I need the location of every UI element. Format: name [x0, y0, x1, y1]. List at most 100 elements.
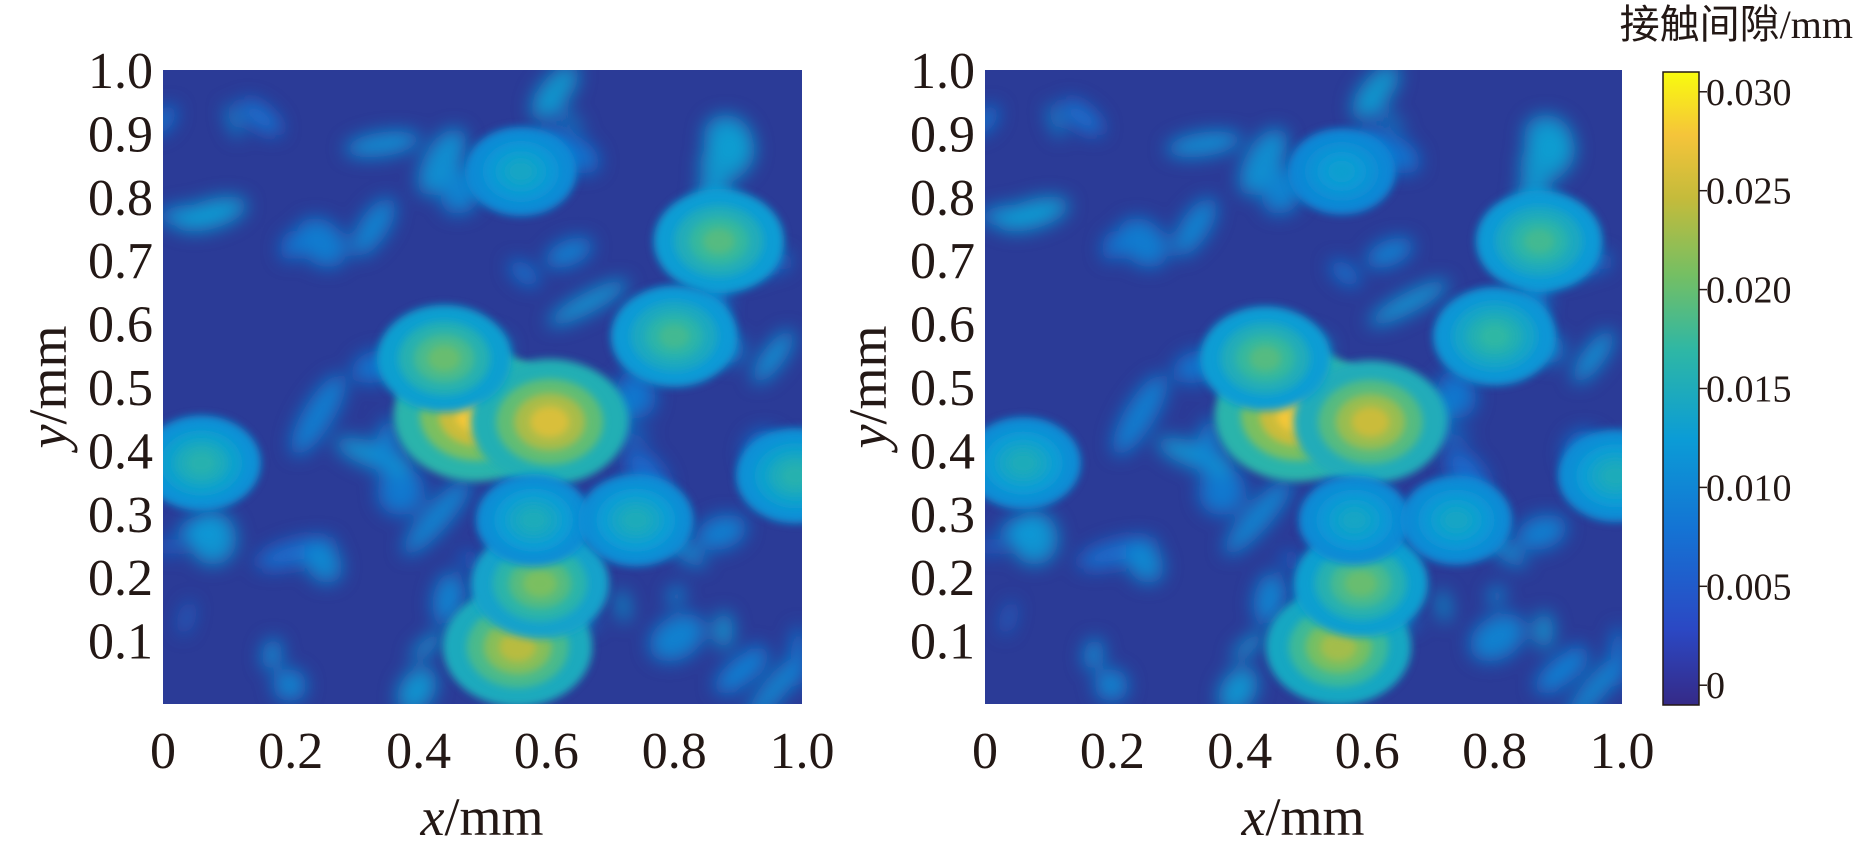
x-tick-label: 0.4	[386, 723, 451, 780]
x-tick-label: 0.6	[1335, 723, 1400, 780]
texture-blob	[1218, 667, 1258, 704]
hotspot-ring	[529, 406, 570, 438]
texture-blob	[225, 104, 242, 139]
x-tick-label: 0.2	[1080, 723, 1145, 780]
texture-blob	[180, 600, 194, 635]
y-tick-label: 0.6	[910, 297, 975, 354]
texture-blob	[667, 585, 685, 606]
texture-blob	[714, 648, 769, 694]
x-tick-label: 1.0	[770, 723, 835, 780]
texture-blob	[1368, 279, 1449, 326]
texture-blob	[1329, 260, 1361, 287]
texture-blob	[1009, 510, 1059, 565]
texture-blob	[790, 625, 802, 687]
heatmap-hotspots	[163, 126, 802, 704]
hotspot-ring	[1344, 570, 1378, 597]
heatmap-hotspot	[1400, 475, 1513, 565]
colorbar: 接触间隙/mm 0.030 0.025 0.020 0.015 0.010 0.005 0	[1620, 2, 1853, 707]
texture-blob	[547, 279, 629, 326]
y-tick-label: 0.7	[88, 233, 153, 290]
y-axis-label-left: y/mm	[18, 326, 78, 454]
heatmap-hotspot	[1199, 306, 1331, 411]
colorbar-ticks: 0.030 0.025 0.020 0.015 0.010 0.005 0	[1699, 72, 1792, 707]
texture-blob	[1002, 600, 1016, 635]
heatmap-hotspot	[1293, 360, 1448, 484]
y-tick-label: 0.2	[910, 550, 975, 607]
texture-blob	[1534, 648, 1589, 694]
texture-blob	[1047, 104, 1064, 139]
hotspot-ring	[1320, 632, 1357, 662]
texture-blob	[1365, 237, 1414, 269]
x-tick-label: 1.0	[1590, 723, 1655, 780]
x-axis-label-left: x/mm	[420, 787, 544, 847]
y-tick-label: 0.6	[88, 297, 153, 354]
colorbar-tick-label: 0	[1706, 665, 1725, 707]
texture-blob	[1166, 131, 1241, 158]
texture-blob	[344, 131, 420, 158]
heatmap-hotspot	[1293, 529, 1429, 638]
heatmap-hotspot	[578, 473, 694, 567]
x-tick-label: 0	[150, 723, 176, 780]
texture-blob	[985, 538, 1002, 555]
texture-blob	[272, 668, 307, 702]
y-tick-label: 0.5	[88, 360, 153, 417]
texture-blob	[616, 589, 630, 623]
y-tick-label: 0.3	[88, 487, 153, 544]
texture-blob	[432, 572, 465, 626]
heatmap-field-right	[985, 70, 1622, 704]
colorbar-tick-label: 0.005	[1706, 566, 1792, 608]
heatmap-hotspot	[653, 188, 785, 294]
hotspot-ring	[780, 463, 802, 488]
heatmap-hotspot	[985, 416, 1081, 510]
hotspot-ring	[1248, 345, 1282, 372]
y-tick-label: 0.5	[910, 360, 975, 417]
texture-blob	[351, 198, 396, 257]
heatmap-hotspot	[1557, 429, 1622, 522]
x-axis-label-right: x/mm	[1241, 787, 1365, 847]
y-axis-label-right: y/mm	[838, 326, 898, 454]
texture-blob	[1610, 625, 1622, 687]
colorbar-gradient	[1662, 71, 1700, 706]
texture-blob	[1112, 374, 1168, 456]
x-tick-label: 0.4	[1207, 723, 1272, 780]
texture-blob	[304, 541, 343, 584]
texture-blob	[1469, 613, 1526, 662]
hotspot-ring	[1601, 464, 1622, 488]
texture-blob	[163, 538, 180, 555]
texture-blob	[699, 131, 755, 185]
heatmap-panel-right: 0.10.20.30.40.50.60.70.80.91.0 0 0.2 0.4 0.…	[838, 43, 1655, 847]
texture-blob	[985, 105, 999, 136]
texture-blob	[696, 514, 747, 551]
texture-blob	[1083, 638, 1104, 671]
y-tick-label: 0.1	[88, 614, 153, 671]
heatmap-hotspot	[1475, 190, 1603, 292]
heatmap-field-left	[163, 70, 802, 704]
texture-blob	[1534, 611, 1554, 650]
hotspot-ring	[522, 569, 558, 598]
hotspot-ring	[1340, 508, 1369, 532]
heatmap-hotspots	[985, 128, 1622, 704]
heatmap-hotspot	[376, 304, 512, 413]
hotspot-ring	[1008, 451, 1038, 475]
hotspot-ring	[1328, 160, 1356, 183]
texture-blob	[1172, 198, 1217, 257]
y-tick-label: 0.4	[88, 423, 153, 480]
hotspot-ring	[498, 631, 537, 662]
heatmap-hotspot	[1298, 475, 1411, 565]
texture-blob	[418, 128, 467, 196]
texture-blob	[175, 196, 248, 232]
texture-blob	[238, 99, 282, 136]
hotspot-ring	[519, 508, 549, 532]
y-tick-label: 0.9	[910, 106, 975, 163]
hotspot-ring	[1351, 406, 1390, 438]
texture-blob	[397, 667, 437, 704]
y-tick-label: 0.4	[910, 423, 975, 480]
texture-blob	[1516, 514, 1567, 551]
x-tick-label: 0.6	[514, 723, 579, 780]
texture-blob	[1224, 479, 1292, 555]
texture-blob	[1253, 572, 1286, 626]
x-tick-label: 0.8	[642, 723, 707, 780]
texture-blob	[261, 638, 283, 671]
texture-blob	[752, 330, 795, 384]
